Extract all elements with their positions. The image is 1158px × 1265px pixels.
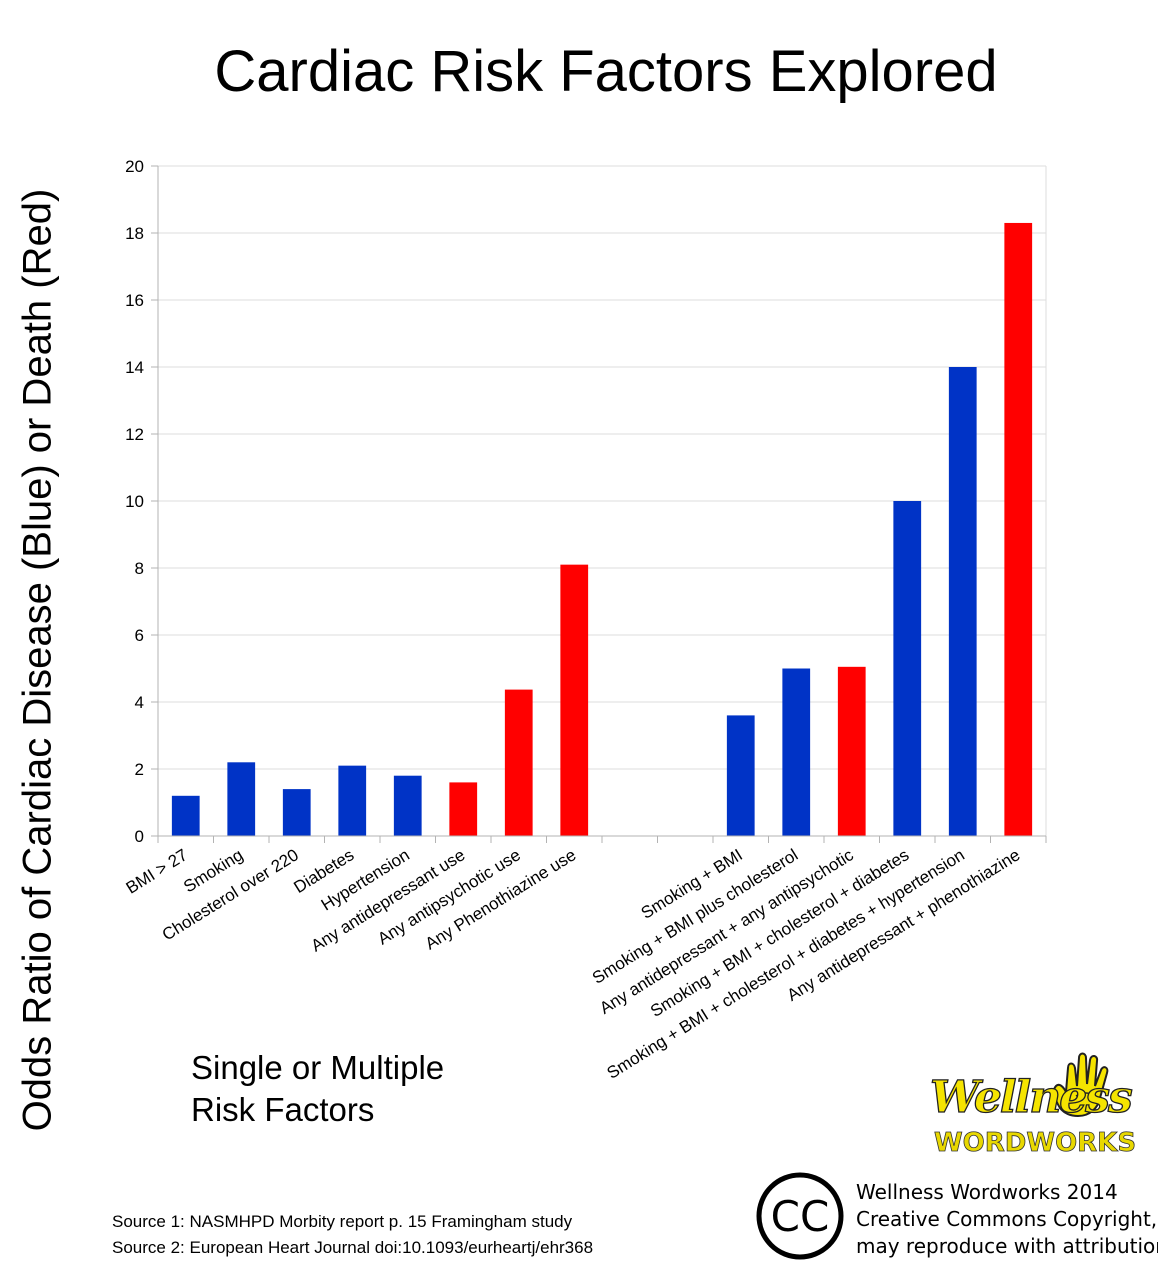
brand-logo-script: Wellness [929, 1071, 1133, 1123]
y-tick-label: 14 [125, 358, 144, 377]
chart-title: Cardiac Risk Factors Explored [214, 39, 998, 104]
source-2: Source 2: European Heart Journal doi:10.… [112, 1238, 594, 1257]
bar [171, 795, 200, 836]
y-tick-label: 10 [125, 492, 144, 511]
x-axis-label: Single or Multiple Risk Factors [191, 1047, 444, 1131]
y-tick-label: 2 [135, 760, 144, 779]
bar [227, 762, 256, 836]
y-tick-label: 6 [135, 626, 144, 645]
bar [282, 789, 311, 836]
bar [1004, 222, 1033, 836]
copyright-line-1: Wellness Wordworks 2014 [856, 1180, 1118, 1204]
brand-logo-sub: WORDWORKS [934, 1128, 1137, 1159]
bars [171, 222, 1033, 836]
y-tick-label: 18 [125, 224, 144, 243]
wellness-wordworks-logo: Wellness WORDWORKS [928, 1050, 1136, 1162]
y-tick-label: 0 [135, 827, 144, 846]
x-tick-label: BMI > 27 [123, 845, 191, 897]
copyright-notice: Wellness Wordworks 2014 Creative Commons… [856, 1179, 1158, 1260]
y-tick-label: 12 [125, 425, 144, 444]
y-tick-label: 4 [135, 693, 144, 712]
copyright-line-2: Creative Commons Copyright, [856, 1207, 1158, 1231]
creative-commons-icon: CC [756, 1172, 844, 1260]
y-tick-label: 16 [125, 291, 144, 310]
y-tick-labels: 0 2 4 6 8 10 12 14 16 18 20 [125, 157, 144, 846]
bar [449, 782, 478, 836]
y-tick-label: 20 [125, 157, 144, 176]
bar [726, 715, 755, 836]
bar [560, 564, 589, 836]
bar [837, 666, 866, 836]
sources: Source 1: NASMHPD Morbity report p. 15 F… [112, 1209, 593, 1261]
bar [338, 765, 367, 836]
bar [893, 501, 922, 836]
axes [151, 165, 1047, 843]
x-axis-label-line-1: Single or Multiple [191, 1049, 445, 1086]
bar [948, 367, 977, 836]
hand-icon [1052, 1052, 1109, 1118]
y-tick-label: 8 [135, 559, 144, 578]
x-axis-label-line-2: Risk Factors [191, 1091, 375, 1128]
bar [393, 775, 422, 836]
cc-logo-text: CC [771, 1192, 830, 1241]
copyright-line-3: may reproduce with attribution [856, 1234, 1158, 1258]
grid-lines [158, 165, 1046, 770]
bar [504, 689, 533, 836]
source-1: Source 1: NASMHPD Morbity report p. 15 F… [112, 1212, 573, 1231]
bar [782, 668, 811, 836]
